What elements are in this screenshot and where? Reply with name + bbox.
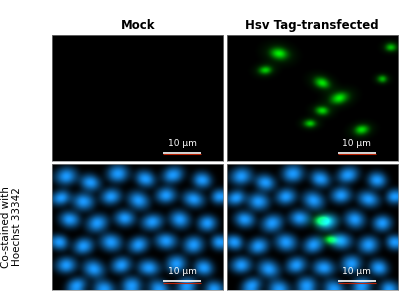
Text: Co-stained with
Hoechst 33342: Co-stained with Hoechst 33342: [1, 186, 22, 268]
Text: 10 μm: 10 μm: [168, 267, 197, 276]
Text: Mock: Mock: [120, 19, 155, 32]
Text: Hsv Tag-transfected: Hsv Tag-transfected: [246, 19, 379, 32]
Text: 10 μm: 10 μm: [342, 139, 371, 148]
Text: 10 μm: 10 μm: [342, 267, 371, 276]
Text: 10 μm: 10 μm: [168, 139, 197, 148]
